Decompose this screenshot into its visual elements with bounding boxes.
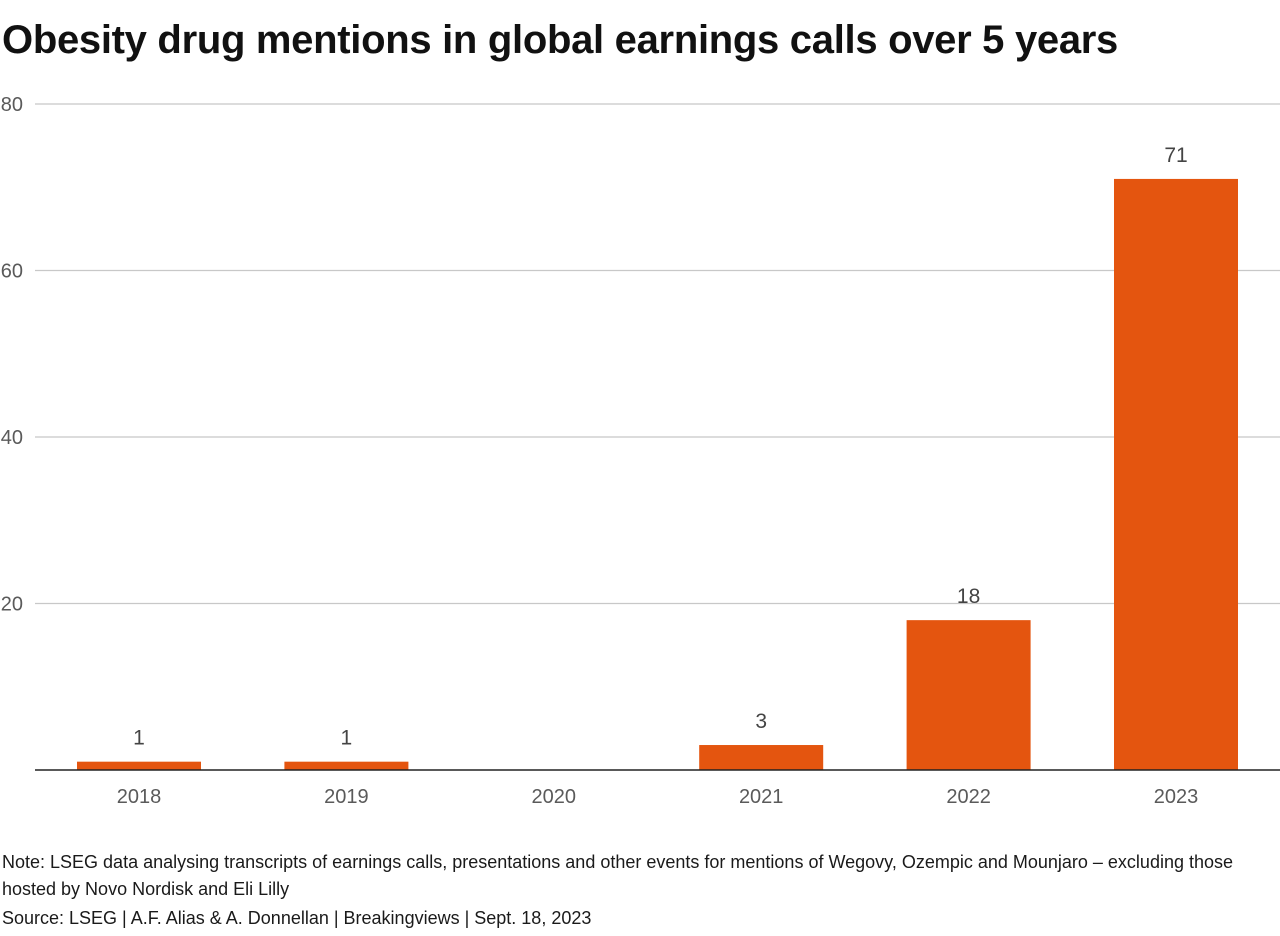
data-label-2021: 3	[755, 710, 767, 733]
x-tick-label-2021: 2021	[739, 786, 784, 808]
bar-2018	[77, 761, 201, 770]
chart-title: Obesity drug mentions in global earnings…	[2, 18, 1118, 62]
y-tick-label-40: 40	[1, 427, 23, 449]
data-label-2023: 71	[1164, 144, 1187, 167]
chart-source: Source: LSEG | A.F. Alias & A. Donnellan…	[2, 908, 592, 928]
data-label-2019: 1	[341, 727, 353, 750]
x-tick-label-2019: 2019	[324, 786, 369, 808]
x-tick-label-2020: 2020	[532, 786, 577, 808]
x-tick-label-2022: 2022	[946, 786, 991, 808]
x-tick-label-2018: 2018	[117, 786, 162, 808]
data-label-2018: 1	[133, 727, 145, 750]
y-tick-label-20: 20	[1, 594, 23, 616]
bar-chart: 20 40 60 80 1 2018 1 2019 2020 3 2021 18 2022 71 2023	[1, 94, 1280, 808]
y-tick-label-80: 80	[1, 94, 23, 116]
bar-2021	[699, 745, 824, 770]
bar-2019	[284, 761, 409, 770]
bar-2022	[906, 620, 1031, 770]
bar-2023	[1114, 178, 1238, 771]
x-tick-label-2023: 2023	[1154, 786, 1199, 808]
y-tick-label-60: 60	[1, 261, 23, 283]
data-label-2022: 18	[957, 585, 980, 608]
chart-note: Note: LSEG data analysing transcripts of…	[2, 852, 1234, 899]
